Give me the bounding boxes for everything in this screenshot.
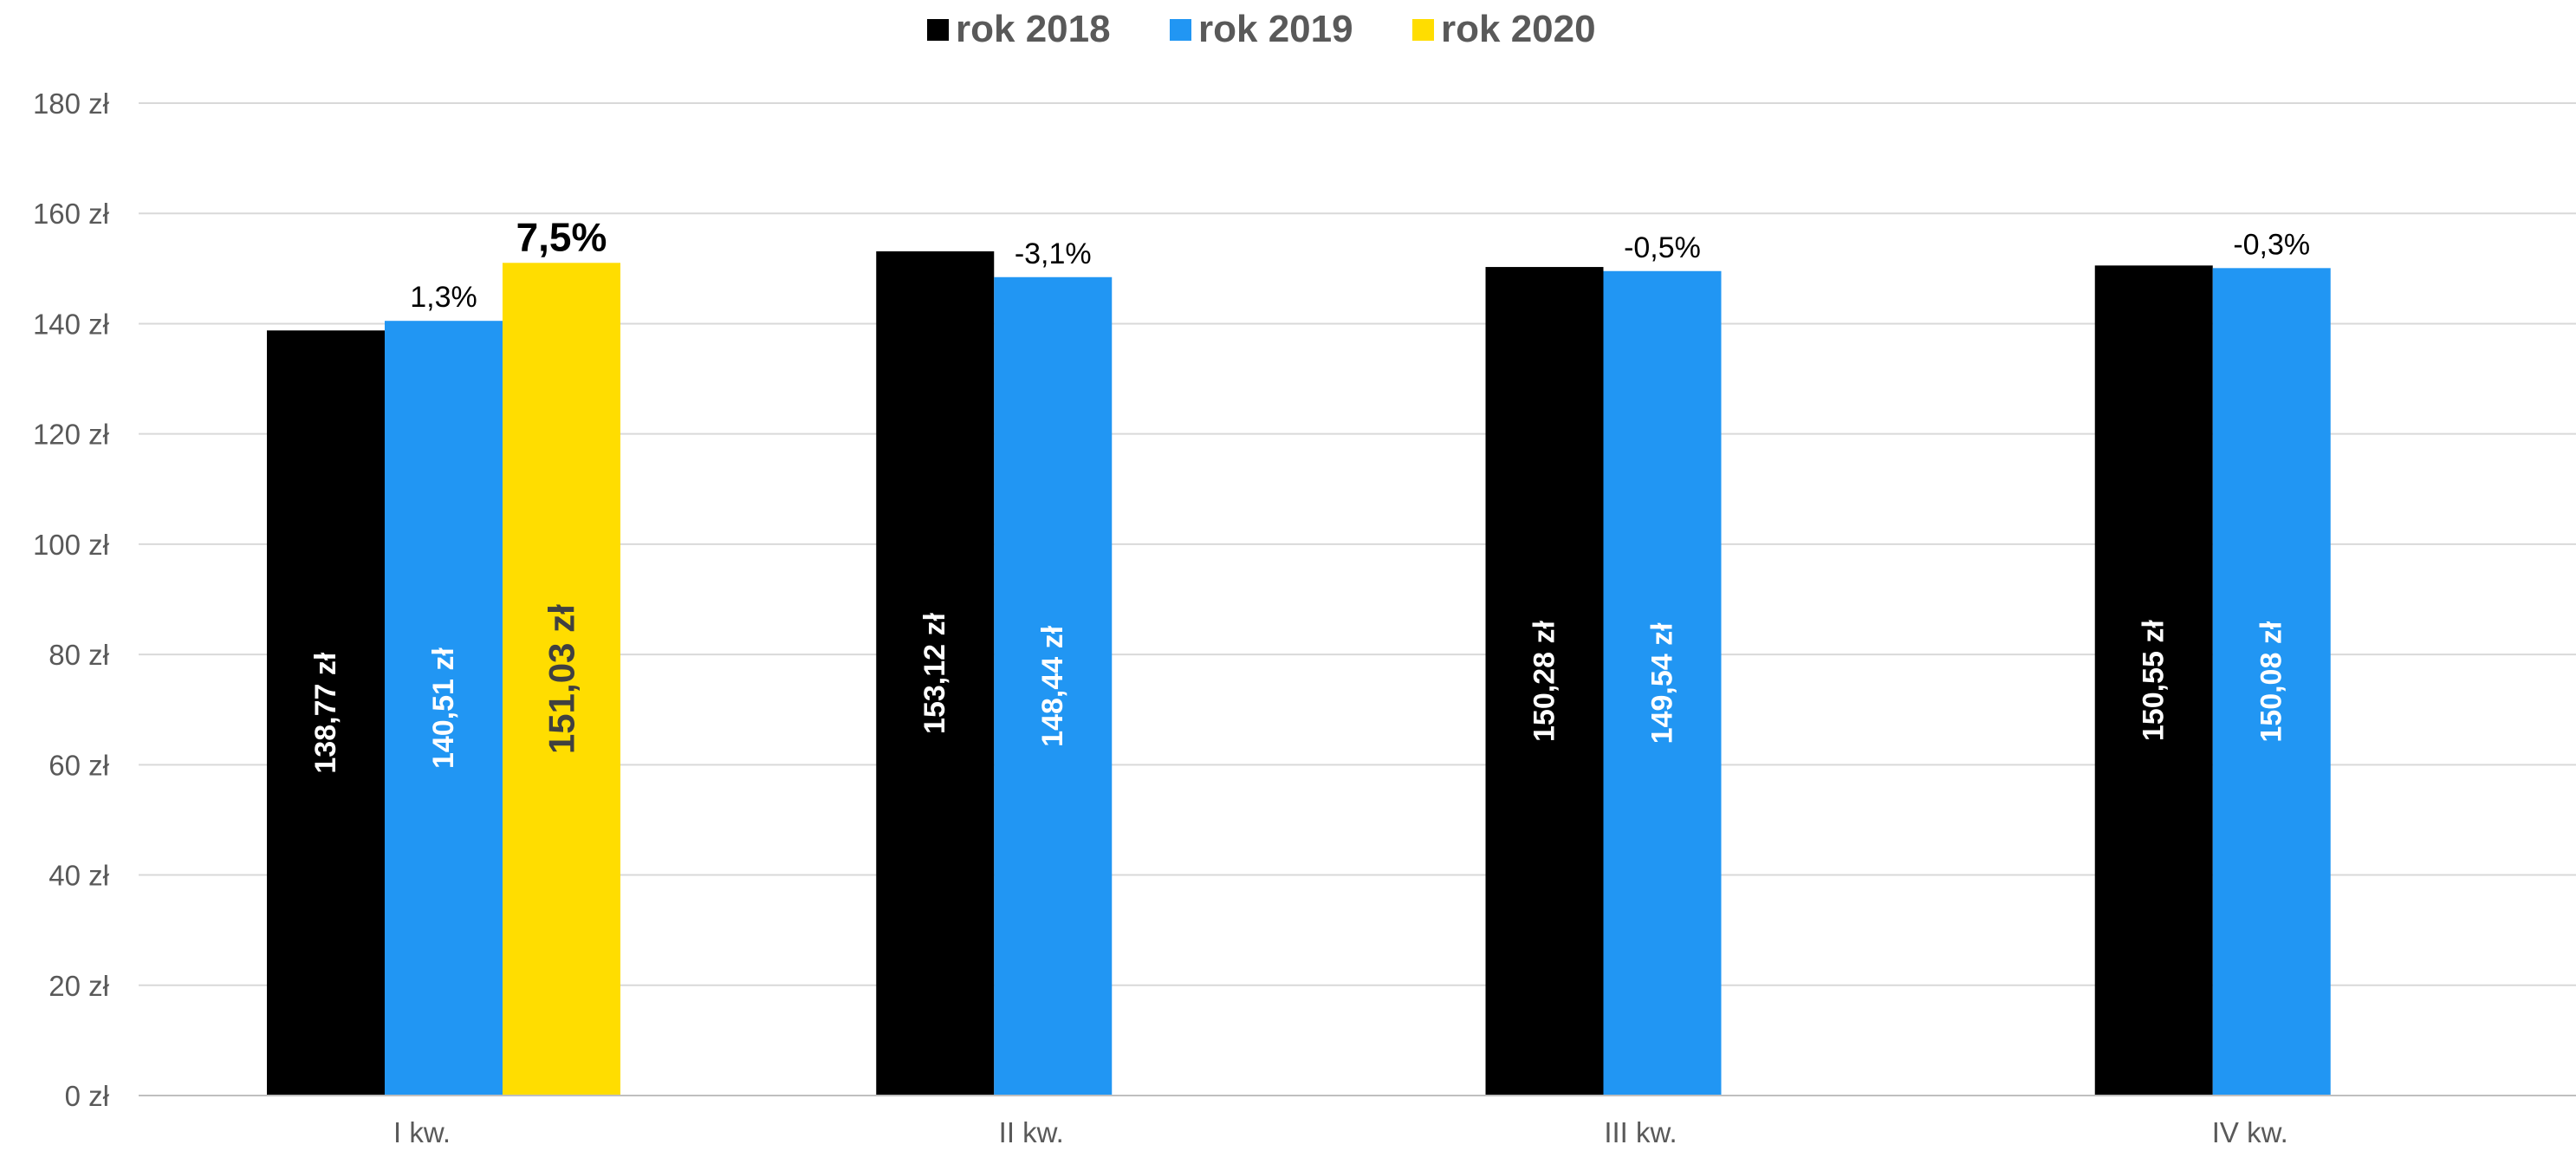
bar-value-label: 140,51 zł <box>427 647 460 769</box>
bar-rok-2019-1 <box>994 276 1113 1096</box>
x-axis: I kw. II kw. III kw. IV kw. <box>139 1095 2576 1148</box>
bar-rok-2018-1 <box>876 250 995 1096</box>
bar-value-label: 150,55 zł <box>2138 620 2170 741</box>
bar-rok-2019-0 <box>385 321 503 1096</box>
y-tick-label: 140 zł <box>33 308 110 340</box>
x-tick-label: IV kw. <box>2212 1116 2288 1148</box>
legend-label: rok 2020 <box>1441 8 1596 50</box>
y-tick-label: 100 zł <box>33 529 110 561</box>
bars: 138,77 zł 140,51 zł 151,03 zł 153,12 zł 148,… <box>267 250 2331 1096</box>
y-tick-label: 0 zł <box>65 1080 110 1112</box>
bar-rok-2020-0 <box>503 263 620 1096</box>
bar-value-label: 138,77 zł <box>309 652 342 773</box>
bar-rok-2018-3 <box>2094 265 2213 1096</box>
legend-label: rok 2018 <box>956 8 1111 50</box>
bar-value-label: 150,08 zł <box>2255 621 2288 742</box>
bar-value-label: 153,12 zł <box>918 613 951 734</box>
change-annotation: -3,1% <box>1015 237 1092 270</box>
bar-value-label: 151,03 zł <box>542 604 582 754</box>
change-annotation: -0,3% <box>2233 228 2310 261</box>
change-annotation: -0,5% <box>1624 231 1701 264</box>
bar-value-label: 150,28 zł <box>1528 621 1561 742</box>
y-tick-label: 60 zł <box>49 749 109 781</box>
y-tick-label: 80 zł <box>49 639 109 671</box>
legend-swatch <box>927 19 949 41</box>
y-tick-label: 20 zł <box>49 970 109 1002</box>
bar-rok-2018-0 <box>267 330 385 1096</box>
bar-value-label: 148,44 zł <box>1036 625 1069 746</box>
bar-value-label: 149,54 zł <box>1646 622 1679 744</box>
x-tick-label: I kw. <box>393 1116 451 1148</box>
bar-rok-2018-2 <box>1485 267 1604 1096</box>
bar-rok-2019-2 <box>1603 270 1722 1096</box>
x-tick-label: III kw. <box>1604 1116 1677 1148</box>
annotations: 1,3% 7,5% -3,1% -0,5% -0,3% <box>410 214 2310 314</box>
legend: rok 2018 rok 2019 rok 2020 <box>927 8 1596 50</box>
y-tick-label: 120 zł <box>33 419 110 451</box>
legend-swatch <box>1170 19 1191 41</box>
y-tick-label: 40 zł <box>49 860 109 892</box>
bar-rok-2019-3 <box>2212 268 2331 1096</box>
change-annotation: 1,3% <box>410 281 477 314</box>
y-tick-label: 180 zł <box>33 88 110 120</box>
y-axis: 0 zł 20 zł 40 zł 60 zł 80 zł 100 zł 120 zł 140 … <box>33 88 110 1112</box>
change-annotation: 7,5% <box>516 214 607 259</box>
y-tick-label: 160 zł <box>33 198 110 230</box>
legend-swatch <box>1412 19 1434 41</box>
legend-label: rok 2019 <box>1198 8 1353 50</box>
x-tick-label: II kw. <box>999 1116 1064 1148</box>
